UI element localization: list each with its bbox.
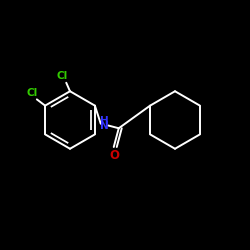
Text: O: O <box>109 149 119 162</box>
Text: H: H <box>100 116 109 126</box>
Text: Cl: Cl <box>26 88 38 98</box>
Text: Cl: Cl <box>57 71 68 81</box>
Text: N: N <box>100 121 109 131</box>
